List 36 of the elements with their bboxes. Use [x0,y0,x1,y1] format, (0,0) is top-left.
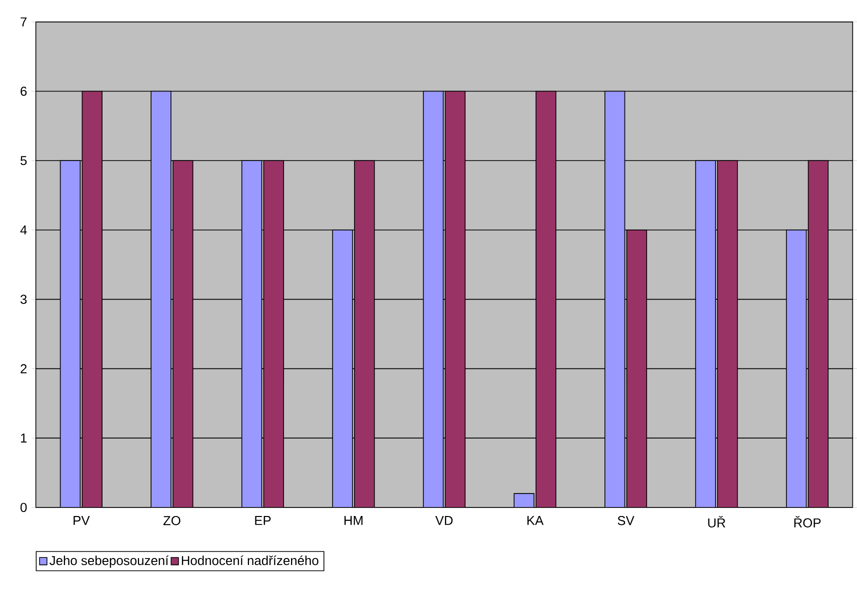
x-tick-label: ZO [163,516,180,526]
y-tick-label: 5 [20,156,27,166]
y-tick-label: 0 [20,502,27,512]
legend-label: Hodnocení nadřízeného [182,556,318,566]
y-tick-label: 6 [20,86,27,96]
bar [422,90,444,508]
bar [786,230,807,508]
bar [172,160,194,508]
x-tick-label: PV [74,516,90,525]
x-tick-label: KA [527,516,544,525]
y-tick-label: 4 [20,226,27,234]
y-tick-label: 3 [20,294,27,304]
x-tick-label: VD [435,516,453,525]
bar [536,90,556,508]
legend-label: Jeho sebeposouzení [50,556,169,568]
bar [332,230,353,508]
bar [82,90,102,508]
bar [241,160,262,508]
x-tick-label: UŘ [708,516,726,528]
x-tick-label: HM [344,516,362,525]
x-tick-label: ŘOP [794,516,821,528]
bar [626,230,648,508]
y-tick-label: 2 [20,364,27,374]
y-tick-label: 7 [20,17,27,26]
bar [263,160,284,508]
bar [354,160,375,508]
x-tick-label: EP [255,516,271,525]
bar [444,90,466,508]
y-tick-label: 1 [20,434,27,443]
bar [150,90,172,508]
bar [60,160,81,508]
bar [808,160,829,508]
bar [695,160,716,508]
bar [717,160,738,508]
bar [604,90,626,508]
x-tick-label: SV [618,516,634,526]
